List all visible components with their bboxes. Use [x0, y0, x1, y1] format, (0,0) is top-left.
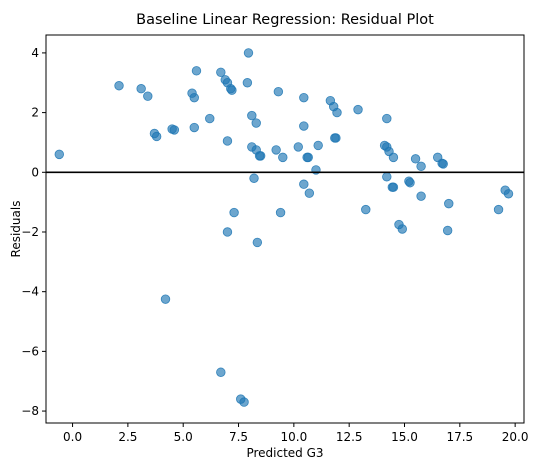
x-tick-label: 10.0: [280, 430, 307, 444]
chart-title: Baseline Linear Regression: Residual Plo…: [136, 12, 434, 28]
scatter-point: [216, 367, 226, 377]
y-axis-label: Residuals: [9, 201, 23, 258]
scatter-point: [243, 48, 254, 58]
scatter-point: [299, 92, 309, 103]
scatter-point: [410, 154, 421, 164]
scatter-point: [255, 151, 266, 161]
y-tick-label: 2: [31, 106, 39, 120]
scatter-point: [247, 110, 257, 121]
scatter-point: [438, 159, 448, 169]
scatter-point: [136, 84, 146, 94]
scatter-point: [303, 152, 313, 163]
scatter-point: [332, 107, 342, 118]
x-axis-ticks: 0.0 2.5 5.0 7.5 10.0 12.5 15.0 17.5 20.0: [63, 423, 529, 444]
x-tick-label: 20.0: [502, 430, 529, 444]
scatter-point: [222, 136, 233, 146]
scatter-point: [278, 152, 288, 163]
scatter-point: [205, 113, 215, 124]
x-tick-label: 7.5: [229, 430, 248, 444]
scatter-point: [143, 91, 153, 101]
scatter-point: [503, 189, 514, 199]
scatter-point: [275, 207, 286, 218]
x-tick-label: 5.0: [174, 430, 193, 444]
scatter-point: [382, 172, 392, 182]
scatter-point: [216, 67, 226, 78]
scatter-point: [239, 397, 249, 407]
y-tick-label: −8: [21, 404, 39, 418]
scatter-point: [388, 182, 399, 192]
y-tick-label: −2: [21, 225, 39, 239]
scatter-point: [151, 131, 162, 142]
scatter-point: [293, 142, 303, 152]
scatter-point: [251, 118, 261, 128]
y-tick-label: −4: [21, 285, 39, 299]
scatter-point: [304, 188, 315, 198]
scatter-point: [273, 87, 284, 97]
scatter-point: [442, 225, 453, 236]
scatter-point: [252, 237, 263, 248]
scatter-point: [388, 152, 399, 163]
scatter-point: [382, 113, 392, 124]
scatter-point: [416, 191, 426, 201]
scatter-point: [299, 121, 309, 131]
scatter-point: [331, 133, 341, 143]
scatter-point: [271, 145, 281, 155]
y-tick-label: 0: [31, 165, 39, 179]
scatter-point: [397, 224, 407, 234]
y-tick-label: 4: [31, 46, 39, 60]
scatter-points: [54, 48, 514, 407]
x-tick-label: 15.0: [391, 430, 418, 444]
scatter-point: [191, 66, 202, 76]
y-axis-ticks: 4 2 0 −2 −4 −6 −8: [21, 46, 46, 418]
x-tick-label: 2.5: [118, 430, 137, 444]
y-tick-label: −6: [21, 344, 39, 358]
scatter-point: [405, 178, 415, 188]
scatter-point: [444, 198, 454, 209]
scatter-point: [416, 161, 426, 172]
scatter-point: [189, 92, 199, 103]
scatter-point: [227, 85, 237, 95]
scatter-point: [353, 104, 363, 115]
scatter-point: [54, 149, 64, 160]
scatter-point: [313, 140, 323, 151]
scatter-point: [114, 81, 124, 91]
scatter-point: [242, 78, 253, 88]
scatter-point: [361, 204, 371, 215]
scatter-point: [299, 179, 309, 189]
scatter-point: [229, 207, 239, 218]
scatter-point: [222, 227, 233, 237]
scatter-point: [493, 204, 504, 215]
scatter-point: [169, 125, 180, 135]
x-tick-label: 0.0: [63, 430, 82, 444]
x-axis-label: Predicted G3: [246, 446, 323, 460]
scatter-point: [189, 122, 199, 133]
scatter-point: [160, 294, 171, 304]
scatter-point: [249, 173, 259, 183]
x-tick-label: 17.5: [446, 430, 473, 444]
plot-area-frame: [45, 34, 525, 424]
x-tick-label: 12.5: [336, 430, 363, 444]
